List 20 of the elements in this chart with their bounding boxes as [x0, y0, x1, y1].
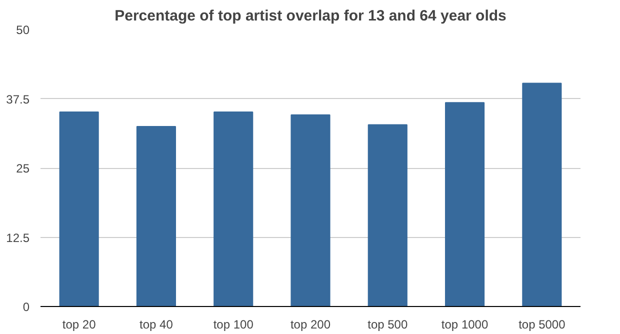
bar — [445, 102, 485, 306]
x-tick-label: top 200 — [290, 318, 331, 332]
bar — [522, 82, 562, 306]
bar — [59, 112, 99, 306]
y-tick-label: 12.5 — [6, 230, 30, 245]
y-tick-label: 50 — [16, 23, 30, 37]
bar — [136, 126, 176, 306]
x-tick-label: top 100 — [213, 318, 254, 332]
x-tick-label: top 500 — [368, 318, 408, 332]
x-tick-label: top 1000 — [441, 318, 488, 332]
x-tick-label: top 20 — [62, 318, 96, 332]
bar — [368, 124, 408, 306]
y-tick-label: 25 — [16, 162, 30, 176]
x-tick-label: top 40 — [140, 318, 174, 332]
y-tick-label: 37.5 — [6, 92, 30, 106]
x-tick-label: top 5000 — [518, 318, 566, 332]
y-tick-label: 0 — [22, 300, 30, 314]
chart-title: Percentage of top artist overlap for 13 and 64 year olds — [114, 8, 506, 24]
bar — [290, 114, 330, 306]
bar — [214, 112, 254, 306]
